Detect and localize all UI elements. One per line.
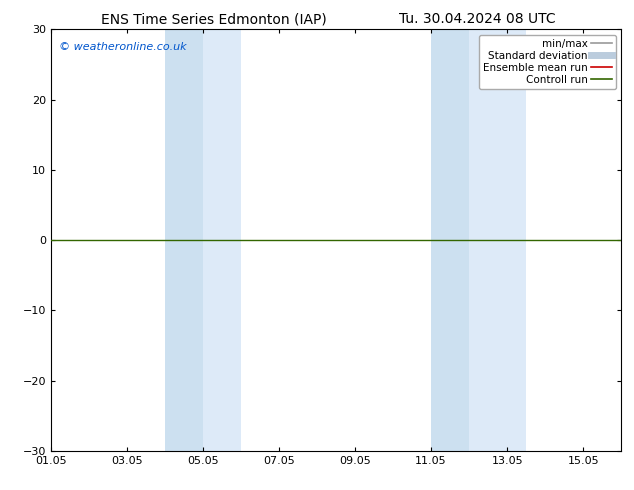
Text: ENS Time Series Edmonton (IAP): ENS Time Series Edmonton (IAP) bbox=[101, 12, 327, 26]
Bar bbox=[431, 29, 469, 451]
Legend: min/max, Standard deviation, Ensemble mean run, Controll run: min/max, Standard deviation, Ensemble me… bbox=[479, 35, 616, 89]
Bar bbox=[469, 29, 526, 451]
Text: © weatheronline.co.uk: © weatheronline.co.uk bbox=[59, 42, 187, 52]
Bar bbox=[165, 29, 203, 451]
Text: Tu. 30.04.2024 08 UTC: Tu. 30.04.2024 08 UTC bbox=[399, 12, 556, 26]
Bar bbox=[203, 29, 241, 451]
